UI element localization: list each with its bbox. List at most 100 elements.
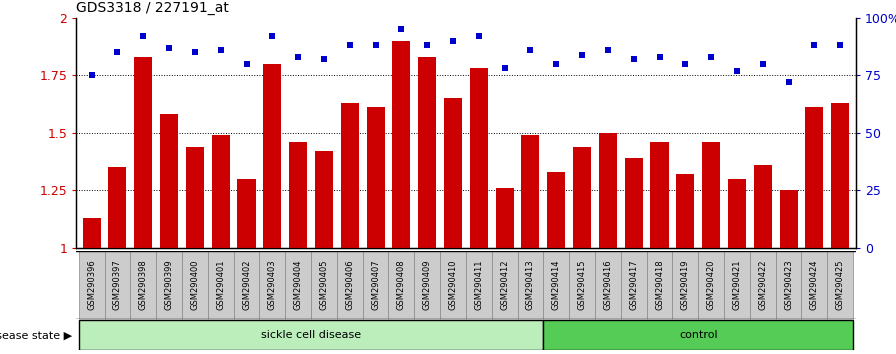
Text: GSM290402: GSM290402: [242, 260, 251, 310]
Bar: [547, 172, 565, 248]
Point: [162, 45, 177, 50]
Bar: [418, 57, 436, 248]
Point: [755, 61, 770, 67]
Bar: [806, 107, 823, 248]
Bar: [518, 251, 543, 319]
Text: GSM290401: GSM290401: [216, 260, 225, 310]
Bar: [79, 320, 543, 350]
Point: [807, 42, 822, 48]
Bar: [650, 142, 668, 248]
Bar: [827, 251, 853, 319]
Text: GSM290404: GSM290404: [294, 260, 303, 310]
Bar: [130, 251, 156, 319]
Bar: [599, 133, 617, 248]
Bar: [340, 103, 358, 248]
Bar: [802, 251, 827, 319]
Text: GSM290422: GSM290422: [758, 260, 767, 310]
Bar: [647, 251, 672, 319]
Point: [549, 61, 564, 67]
Point: [291, 54, 306, 59]
Point: [471, 33, 486, 39]
Point: [652, 54, 667, 59]
Text: GSM290423: GSM290423: [784, 259, 793, 310]
Point: [446, 38, 461, 44]
Bar: [82, 218, 100, 248]
Bar: [621, 251, 647, 319]
Bar: [754, 165, 771, 248]
Text: GSM290419: GSM290419: [681, 260, 690, 310]
Text: GSM290398: GSM290398: [139, 259, 148, 310]
Text: GSM290403: GSM290403: [268, 259, 277, 310]
Bar: [160, 114, 178, 248]
Bar: [595, 251, 621, 319]
Bar: [263, 64, 281, 248]
Point: [704, 54, 719, 59]
Bar: [569, 251, 595, 319]
Text: GSM290412: GSM290412: [500, 260, 509, 310]
Point: [342, 42, 357, 48]
Bar: [492, 251, 518, 319]
Text: GSM290411: GSM290411: [474, 260, 483, 310]
Bar: [156, 251, 182, 319]
Bar: [543, 251, 569, 319]
Bar: [470, 68, 487, 248]
Bar: [728, 179, 746, 248]
Bar: [495, 188, 513, 248]
Bar: [440, 251, 466, 319]
Bar: [79, 251, 105, 319]
Bar: [314, 151, 333, 248]
Point: [729, 68, 744, 74]
Point: [678, 61, 693, 67]
Point: [575, 52, 590, 57]
Bar: [776, 251, 802, 319]
Point: [317, 56, 332, 62]
Bar: [724, 251, 750, 319]
Text: GSM290417: GSM290417: [629, 259, 638, 310]
Bar: [182, 251, 208, 319]
Point: [420, 42, 435, 48]
Text: GSM290405: GSM290405: [320, 260, 329, 310]
Bar: [543, 320, 853, 350]
Point: [626, 56, 641, 62]
Bar: [237, 179, 255, 248]
Point: [523, 47, 538, 53]
Text: GDS3318 / 227191_at: GDS3318 / 227191_at: [76, 1, 229, 15]
Bar: [311, 251, 337, 319]
Text: sickle cell disease: sickle cell disease: [261, 330, 361, 341]
Bar: [676, 174, 694, 248]
Text: GSM290418: GSM290418: [655, 259, 664, 310]
Bar: [208, 251, 234, 319]
Text: GSM290410: GSM290410: [449, 260, 458, 310]
Text: GSM290397: GSM290397: [113, 259, 122, 310]
Bar: [134, 57, 152, 248]
Text: disease state ▶: disease state ▶: [0, 330, 72, 341]
Bar: [285, 251, 311, 319]
Point: [136, 33, 151, 39]
Bar: [750, 251, 776, 319]
Bar: [831, 103, 849, 248]
Text: GSM290399: GSM290399: [165, 259, 174, 310]
Bar: [414, 251, 440, 319]
Bar: [444, 98, 462, 248]
Text: GSM290424: GSM290424: [810, 260, 819, 310]
Bar: [466, 251, 492, 319]
Text: control: control: [679, 330, 718, 341]
Point: [781, 79, 796, 85]
Bar: [780, 190, 797, 248]
Point: [188, 49, 202, 55]
Text: GSM290415: GSM290415: [578, 260, 587, 310]
Text: GSM290406: GSM290406: [345, 259, 354, 310]
Text: GSM290420: GSM290420: [707, 260, 716, 310]
Text: GSM290407: GSM290407: [371, 259, 380, 310]
Text: GSM290396: GSM290396: [87, 259, 96, 310]
Bar: [389, 251, 414, 319]
Point: [110, 49, 125, 55]
Bar: [211, 135, 229, 248]
Point: [239, 61, 254, 67]
Text: GSM290413: GSM290413: [526, 259, 535, 310]
Text: GSM290408: GSM290408: [397, 259, 406, 310]
Bar: [702, 142, 720, 248]
Point: [213, 47, 228, 53]
Point: [84, 72, 99, 78]
Point: [265, 33, 280, 39]
